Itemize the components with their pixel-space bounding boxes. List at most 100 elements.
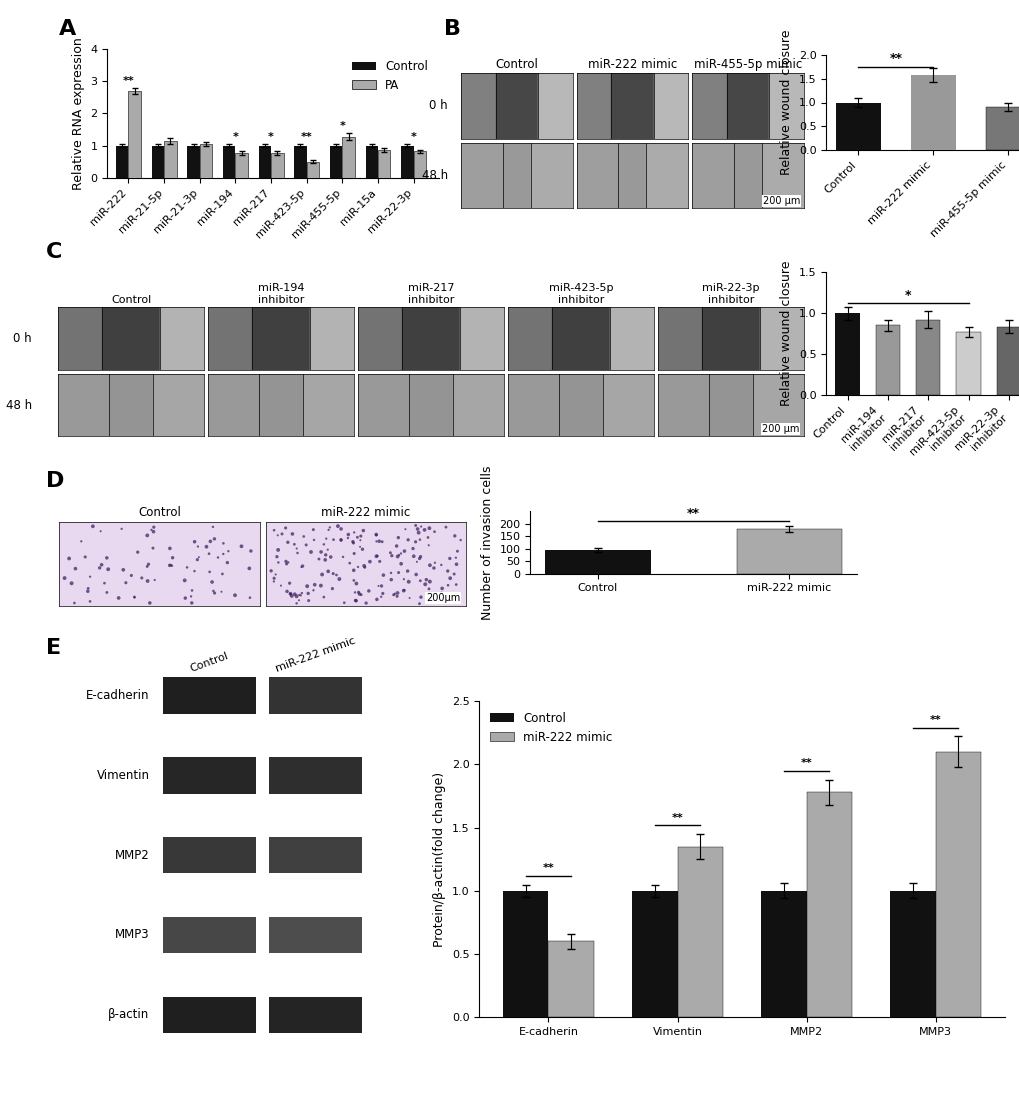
Point [441,549,458,567]
Point [296,527,312,545]
Point [356,557,372,574]
Point [426,523,442,540]
Point [433,580,449,597]
Point [344,533,361,550]
Point [345,572,362,590]
Point [369,547,385,565]
Point [288,594,305,612]
Bar [956,331,979,395]
Point [142,594,158,612]
Point [370,578,386,595]
Point [300,584,316,602]
Point [126,589,143,606]
Point [190,538,206,556]
Y-axis label: Relative wound closure: Relative wound closure [780,260,793,406]
Text: **: ** [542,863,553,873]
Point [447,575,464,593]
Point [305,521,321,538]
Point [368,533,384,550]
Point [162,539,178,557]
Text: miR-194
inhibitor: miR-194 inhibitor [258,283,304,305]
Point [373,587,389,605]
Point [410,524,426,542]
Point [161,557,177,574]
Text: D: D [46,470,64,491]
Bar [537,73,572,139]
Bar [657,374,708,437]
Bar [530,143,572,208]
Point [355,522,371,539]
Text: MMP3: MMP3 [115,929,150,942]
Point [267,566,283,583]
Point [278,583,294,601]
Point [240,560,257,578]
Point [416,521,432,538]
Point [141,556,157,573]
Point [346,583,363,601]
Point [411,550,427,568]
Point [409,521,425,538]
Point [277,552,293,570]
Point [205,582,221,600]
Bar [310,307,354,370]
Point [388,587,405,605]
Point [215,545,231,562]
Bar [806,792,851,1017]
Point [347,592,364,609]
Text: C: C [46,242,62,261]
Bar [163,837,256,873]
Point [413,517,429,535]
Point [215,535,231,552]
Point [183,594,200,612]
Point [354,540,370,558]
Point [452,532,469,549]
Text: **: ** [301,132,312,142]
Point [206,531,222,548]
Point [282,585,299,603]
Text: 200 μm: 200 μm [762,196,800,206]
Bar [187,146,200,177]
Point [56,569,72,586]
Bar [163,677,256,713]
Point [420,528,436,546]
Bar [58,307,102,370]
Point [418,571,434,589]
Point [400,573,417,591]
Text: miR-222 mimic: miR-222 mimic [274,636,356,674]
Point [446,527,463,545]
Point [270,542,286,559]
Point [204,573,220,591]
Point [281,574,298,592]
Bar [701,307,759,370]
Point [439,562,455,580]
Point [176,571,193,589]
Text: **: ** [929,715,941,725]
Bar [915,319,940,395]
Point [288,587,305,605]
Point [129,544,146,561]
Point [448,556,465,573]
Point [390,563,407,581]
Point [286,585,303,603]
Point [291,586,308,604]
Text: *: * [411,132,416,142]
Point [307,575,323,593]
Point [266,522,282,539]
Point [205,519,221,536]
Bar [657,307,701,370]
Text: **: ** [671,813,683,823]
Point [317,546,333,563]
Point [67,560,84,578]
Text: E: E [46,638,61,657]
Bar [495,73,537,139]
Point [61,549,77,567]
Point [202,533,218,550]
Bar [401,307,460,370]
Text: *: * [904,289,910,302]
Bar [152,146,164,177]
Point [439,577,455,594]
Bar [602,374,653,437]
Text: miR-455-5p mimic: miR-455-5p mimic [693,58,801,71]
Point [201,545,217,562]
Point [347,574,364,592]
